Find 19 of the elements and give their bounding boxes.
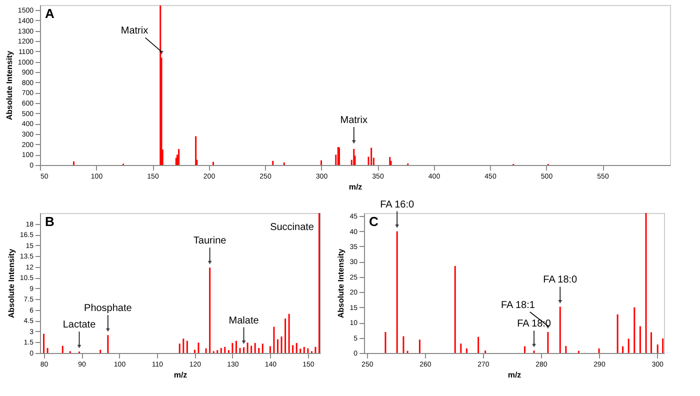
y-axis-title: Absolute Intensity	[336, 248, 346, 318]
chart-title: C	[369, 214, 379, 229]
annotation: FA 18:0	[543, 274, 578, 286]
annotation: Taurine	[193, 236, 227, 247]
y-axis-title: Absolute Intensity	[6, 248, 16, 318]
annotation: FA 18:1	[500, 300, 536, 311]
x-axis-title: m/z	[508, 370, 522, 380]
y-axis-title: Absolute Intensity	[4, 50, 14, 120]
x-axis-title: m/z	[174, 370, 188, 380]
annotation: Phosphate	[84, 303, 132, 314]
x-axis-title: m/z	[348, 182, 362, 192]
annotation: Matrix	[340, 115, 368, 126]
annotation: Matrix	[120, 26, 148, 37]
annotation: Succinate	[270, 222, 314, 233]
annotation: FA 16:0	[380, 199, 414, 210]
annotation: Lactate	[62, 320, 96, 331]
annotation: Malate	[228, 315, 260, 326]
chart-title: A	[45, 6, 55, 21]
chart-title: B	[45, 214, 54, 229]
